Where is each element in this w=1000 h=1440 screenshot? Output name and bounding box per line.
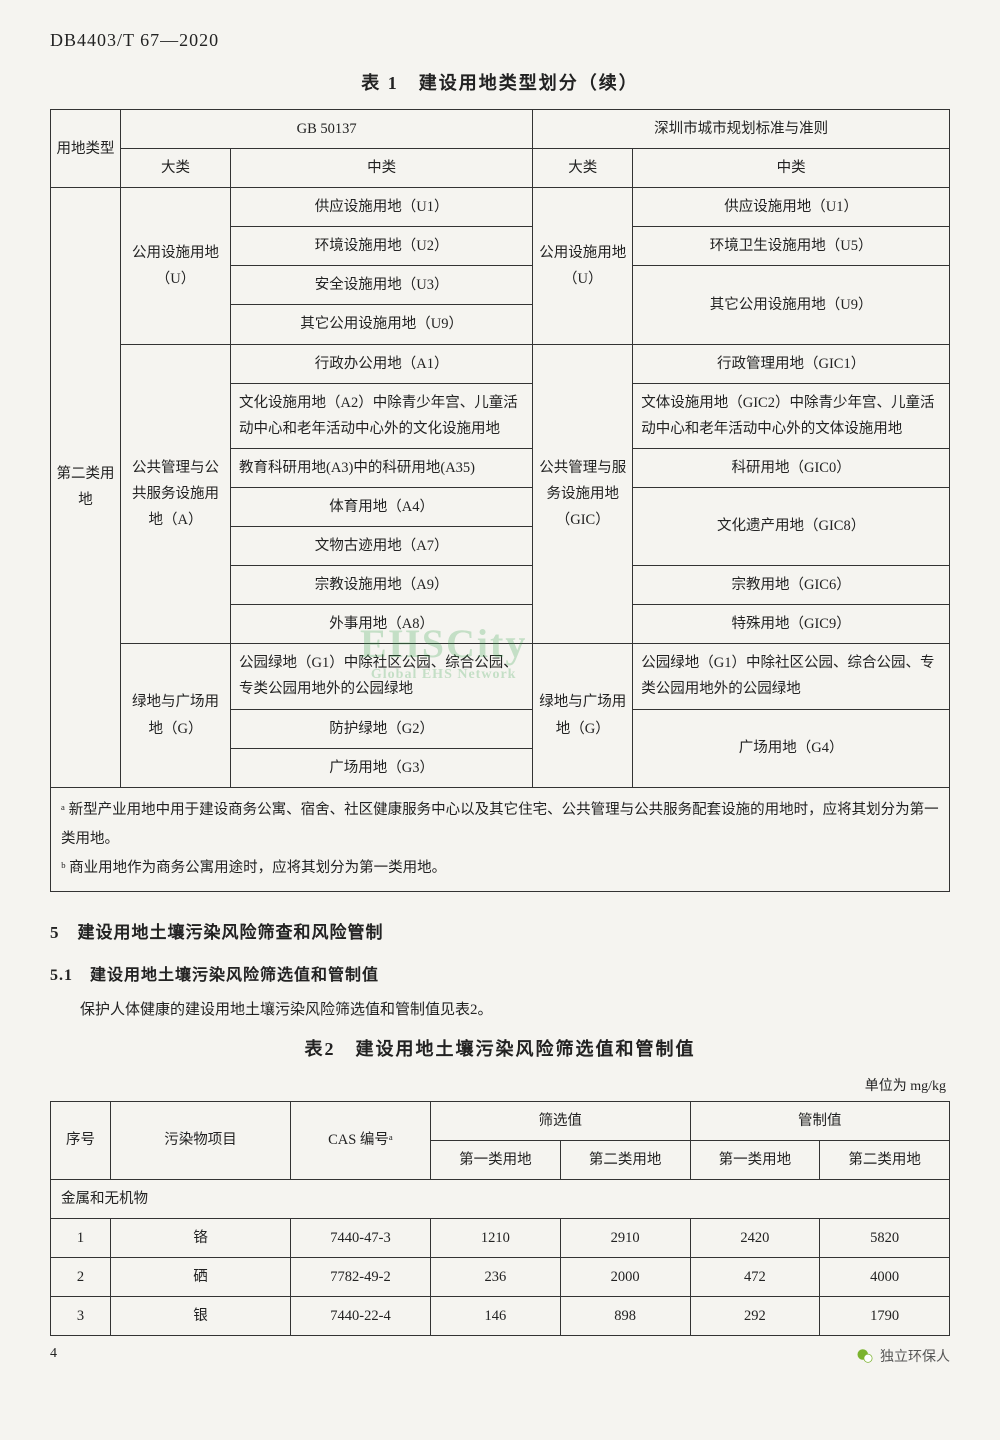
t2-cell-c2: 4000 (820, 1258, 950, 1297)
wechat-icon (856, 1347, 874, 1365)
section5-body: 保护人体健康的建设用地土壤污染风险筛选值和管制值见表2。 (50, 995, 950, 1025)
t1-sz-mid: 科研用地（GIC0） (633, 448, 950, 487)
wechat-attribution: 独立环保人 (856, 1346, 950, 1366)
t2-cell-item: 铬 (111, 1218, 291, 1257)
t2-cell-s1: 146 (431, 1297, 561, 1336)
t2-head-c2: 第二类用地 (820, 1140, 950, 1179)
wechat-label: 独立环保人 (880, 1346, 950, 1366)
t1-gb-mid: 防护绿地（G2） (231, 709, 533, 748)
t1-head-sz-mid: 中类 (633, 149, 950, 188)
t2-cell-c1: 472 (690, 1258, 820, 1297)
table1-title: 表 1 建设用地类型划分（续） (50, 69, 950, 95)
table1: 用地类型 GB 50137 深圳市城市规划标准与准则 大类 中类 大类 中类 第… (50, 109, 950, 892)
t1-sz-mid: 公园绿地（G1）中除社区公园、综合公园、专类公园用地外的公园绿地 (633, 644, 950, 709)
t1-sz-mid: 广场用地（G4） (633, 709, 950, 787)
t1-gb-major: 绿地与广场用地（G） (121, 644, 231, 787)
t2-head-c1: 第一类用地 (690, 1140, 820, 1179)
table2: 序号 污染物项目 CAS 编号ᵃ 筛选值 管制值 第一类用地 第二类用地 第一类… (50, 1101, 950, 1337)
t1-sz-major: 公共管理与服务设施用地（GIC） (533, 344, 633, 644)
t1-gb-major: 公共管理与公共服务设施用地（A） (121, 344, 231, 644)
t1-gb-mid: 广场用地（G3） (231, 748, 533, 787)
t1-gb-mid: 供应设施用地（U1） (231, 188, 533, 227)
table2-unit: 单位为 mg/kg (54, 1075, 946, 1095)
t1-head-sz-major: 大类 (533, 149, 633, 188)
t1-gb-mid: 文化设施用地（A2）中除青少年宫、儿童活动中心和老年活动中心外的文化设施用地 (231, 383, 533, 448)
t2-head-item: 污染物项目 (111, 1101, 291, 1179)
t1-gb-mid: 行政办公用地（A1） (231, 344, 533, 383)
t2-cell-s1: 236 (431, 1258, 561, 1297)
t2-cell-cas: 7440-47-3 (291, 1218, 431, 1257)
t1-gb-mid: 安全设施用地（U3） (231, 266, 533, 305)
t1-head-sz: 深圳市城市规划标准与准则 (533, 110, 950, 149)
t1-sz-mid: 文化遗产用地（GIC8） (633, 487, 950, 565)
t1-head-gb-major: 大类 (121, 149, 231, 188)
t2-cell-c2: 1790 (820, 1297, 950, 1336)
section5-heading: 5 建设用地土壤污染风险筛查和风险管制 (50, 918, 950, 943)
t2-cell-c2: 5820 (820, 1218, 950, 1257)
t2-cell-s1: 1210 (431, 1218, 561, 1257)
t1-head-gb-mid: 中类 (231, 149, 533, 188)
t2-head-s2: 第二类用地 (560, 1140, 690, 1179)
t1-gb-mid: 公园绿地（G1）中除社区公园、综合公园、专类公园用地外的公园绿地 (231, 644, 533, 709)
t1-sz-mid: 环境卫生设施用地（U5） (633, 227, 950, 266)
t2-cell-no: 2 (51, 1258, 111, 1297)
t1-sz-mid: 其它公用设施用地（U9） (633, 266, 950, 344)
document-code: DB4403/T 67—2020 (50, 30, 950, 51)
t1-sz-mid: 宗教用地（GIC6） (633, 566, 950, 605)
t1-gb-major: 公用设施用地（U） (121, 188, 231, 344)
t2-cell-no: 1 (51, 1218, 111, 1257)
t2-cell-s2: 2000 (560, 1258, 690, 1297)
t2-head-no: 序号 (51, 1101, 111, 1179)
t2-category: 金属和无机物 (51, 1179, 950, 1218)
section5-1-heading: 5.1 建设用地土壤污染风险筛选值和管制值 (50, 961, 950, 985)
t1-sz-mid: 行政管理用地（GIC1） (633, 344, 950, 383)
t1-gb-mid: 环境设施用地（U2） (231, 227, 533, 266)
t1-sz-mid: 供应设施用地（U1） (633, 188, 950, 227)
t1-gb-mid: 宗教设施用地（A9） (231, 566, 533, 605)
t1-sz-major: 公用设施用地（U） (533, 188, 633, 344)
t1-sz-major: 绿地与广场用地（G） (533, 644, 633, 787)
t2-cell-item: 银 (111, 1297, 291, 1336)
t2-cell-item: 硒 (111, 1258, 291, 1297)
t1-sz-mid: 特殊用地（GIC9） (633, 605, 950, 644)
t2-cell-no: 3 (51, 1297, 111, 1336)
t1-sz-mid: 文体设施用地（GIC2）中除青少年宫、儿童活动中心和老年活动中心外的文体设施用地 (633, 383, 950, 448)
t1-rowgroup-label: 第二类用地 (51, 188, 121, 788)
t2-cell-c1: 2420 (690, 1218, 820, 1257)
t2-cell-s2: 898 (560, 1297, 690, 1336)
t1-head-gb: GB 50137 (121, 110, 533, 149)
t2-head-control: 管制值 (690, 1101, 950, 1140)
t2-cell-c1: 292 (690, 1297, 820, 1336)
table2-title: 表2 建设用地土壤污染风险筛选值和管制值 (50, 1035, 950, 1061)
t1-gb-mid: 文物古迹用地（A7） (231, 527, 533, 566)
page-number: 4 (50, 1346, 950, 1362)
t2-head-s1: 第一类用地 (431, 1140, 561, 1179)
t2-head-cas: CAS 编号ᵃ (291, 1101, 431, 1179)
t2-head-screen: 筛选值 (431, 1101, 691, 1140)
t1-gb-mid: 外事用地（A8） (231, 605, 533, 644)
t2-cell-s2: 2910 (560, 1218, 690, 1257)
t1-gb-mid: 体育用地（A4） (231, 487, 533, 526)
t2-cell-cas: 7440-22-4 (291, 1297, 431, 1336)
t2-cell-cas: 7782-49-2 (291, 1258, 431, 1297)
t1-gb-mid: 教育科研用地(A3)中的科研用地(A35) (231, 448, 533, 487)
table1-notes: ᵃ 新型产业用地中用于建设商务公寓、宿舍、社区健康服务中心以及其它住宅、公共管理… (51, 787, 950, 891)
t1-head-type: 用地类型 (51, 110, 121, 188)
t1-gb-mid: 其它公用设施用地（U9） (231, 305, 533, 344)
